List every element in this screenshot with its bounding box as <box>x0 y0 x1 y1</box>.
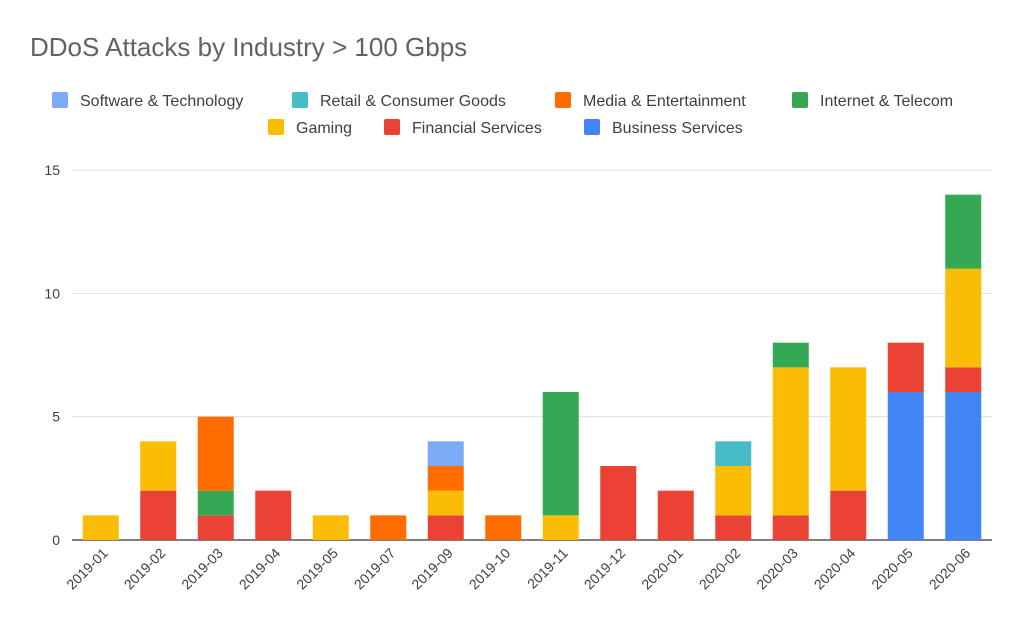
x-axis-ticks: 2019-01 2019-02 2019-03 2019-04 2019-05 2019-… <box>63 545 973 593</box>
legend-label: Financial Services <box>412 120 542 137</box>
bar-segment-financial-services-2019-04 <box>255 490 292 540</box>
bar-segment-media-and-entertainment-2019-07 <box>370 515 407 540</box>
bar-segment-financial-services-2020-04 <box>830 490 867 540</box>
x-tick-label: 2019-03 <box>178 545 226 593</box>
y-tick-label: 0 <box>52 532 60 548</box>
x-tick-label: 2020-05 <box>868 545 916 593</box>
x-tick-label: 2019-02 <box>121 545 169 593</box>
bar-segment-internet-and-telecom-2019-11 <box>542 392 579 516</box>
legend-label: Gaming <box>296 120 352 137</box>
bar-segment-financial-services-2019-09 <box>427 515 464 540</box>
bar-segment-financial-services-2019-02 <box>140 490 177 540</box>
bar-segment-internet-and-telecom-2020-06 <box>945 194 982 269</box>
bars <box>82 194 982 540</box>
x-tick-label: 2020-03 <box>753 545 801 593</box>
bar-segment-financial-services-2020-03 <box>772 515 809 540</box>
bar-segment-financial-services-2020-06 <box>945 367 982 392</box>
legend-swatch <box>792 92 808 108</box>
legend-swatch <box>584 119 600 135</box>
legend-label: Internet & Telecom <box>820 93 953 110</box>
legend-swatch <box>555 92 571 108</box>
legend-label: Business Services <box>612 120 743 137</box>
x-tick-label: 2019-10 <box>466 545 514 593</box>
x-tick-label: 2019-11 <box>524 545 571 592</box>
legend-item-media-and-entertainment: Media & Entertainment <box>555 92 746 110</box>
legend-item-business-services: Business Services <box>584 119 743 137</box>
y-tick-label: 5 <box>52 409 60 425</box>
x-tick-label: 2020-04 <box>811 545 859 593</box>
bar-segment-gaming-2019-05 <box>312 515 349 540</box>
bar-segment-retail-and-consumer-goods-2020-02 <box>715 441 752 466</box>
x-tick-label: 2019-12 <box>581 545 629 593</box>
bar-segment-financial-services-2019-12 <box>600 466 637 540</box>
legend-label: Retail & Consumer Goods <box>320 93 506 110</box>
legend-item-financial-services: Financial Services <box>384 119 542 137</box>
bar-segment-media-and-entertainment-2019-09 <box>427 466 464 491</box>
bar-segment-internet-and-telecom-2020-03 <box>772 342 809 368</box>
x-tick-label: 2020-01 <box>638 545 686 593</box>
x-tick-label: 2020-02 <box>696 545 744 593</box>
bar-segment-gaming-2020-03 <box>772 367 809 516</box>
legend-item-internet-and-telecom: Internet & Telecom <box>792 92 953 110</box>
bar-segment-internet-and-telecom-2019-03 <box>197 490 234 516</box>
y-tick-label: 15 <box>44 162 60 178</box>
y-axis-ticks: 0 5 10 15 <box>44 162 60 548</box>
bar-segment-financial-services-2020-05 <box>887 342 924 392</box>
legend-item-gaming: Gaming <box>268 119 352 137</box>
legend-swatch <box>384 119 400 135</box>
bar-segment-gaming-2019-09 <box>427 490 464 516</box>
bar-segment-financial-services-2020-02 <box>715 515 752 540</box>
legend-item-retail-and-consumer-goods: Retail & Consumer Goods <box>292 92 506 110</box>
x-tick-label: 2019-04 <box>236 545 284 593</box>
bar-segment-gaming-2020-06 <box>945 268 982 368</box>
bar-segment-financial-services-2019-03 <box>197 515 234 540</box>
bar-segment-gaming-2020-02 <box>715 466 752 516</box>
bar-segment-business-services-2020-06 <box>945 392 982 540</box>
x-tick-label: 2019-09 <box>408 545 456 593</box>
x-tick-label: 2020-06 <box>926 545 974 593</box>
legend-label: Media & Entertainment <box>583 93 746 110</box>
x-tick-label: 2019-07 <box>351 545 399 593</box>
chart-title: DDoS Attacks by Industry > 100 Gbps <box>30 32 468 62</box>
bar-segment-financial-services-2020-01 <box>657 490 694 540</box>
bar-segment-media-and-entertainment-2019-03 <box>197 416 234 491</box>
legend-item-software-and-technology: Software & Technology <box>52 92 243 110</box>
bar-segment-gaming-2019-11 <box>542 515 579 540</box>
bar-segment-gaming-2019-01 <box>82 515 119 540</box>
legend: Software & Technology Retail & Consumer G… <box>52 92 953 137</box>
legend-swatch <box>52 92 68 108</box>
bar-segment-gaming-2020-04 <box>830 367 867 491</box>
bar-segment-software-and-technology-2019-09 <box>427 441 464 466</box>
x-tick-label: 2019-05 <box>293 545 341 593</box>
bar-segment-business-services-2020-05 <box>887 392 924 540</box>
bar-segment-gaming-2019-02 <box>140 441 177 491</box>
x-tick-label: 2019-01 <box>63 545 111 593</box>
y-tick-label: 10 <box>44 285 60 301</box>
legend-label: Software & Technology <box>80 93 243 110</box>
legend-swatch <box>268 119 284 135</box>
legend-swatch <box>292 92 308 108</box>
bar-segment-media-and-entertainment-2019-10 <box>485 515 522 540</box>
